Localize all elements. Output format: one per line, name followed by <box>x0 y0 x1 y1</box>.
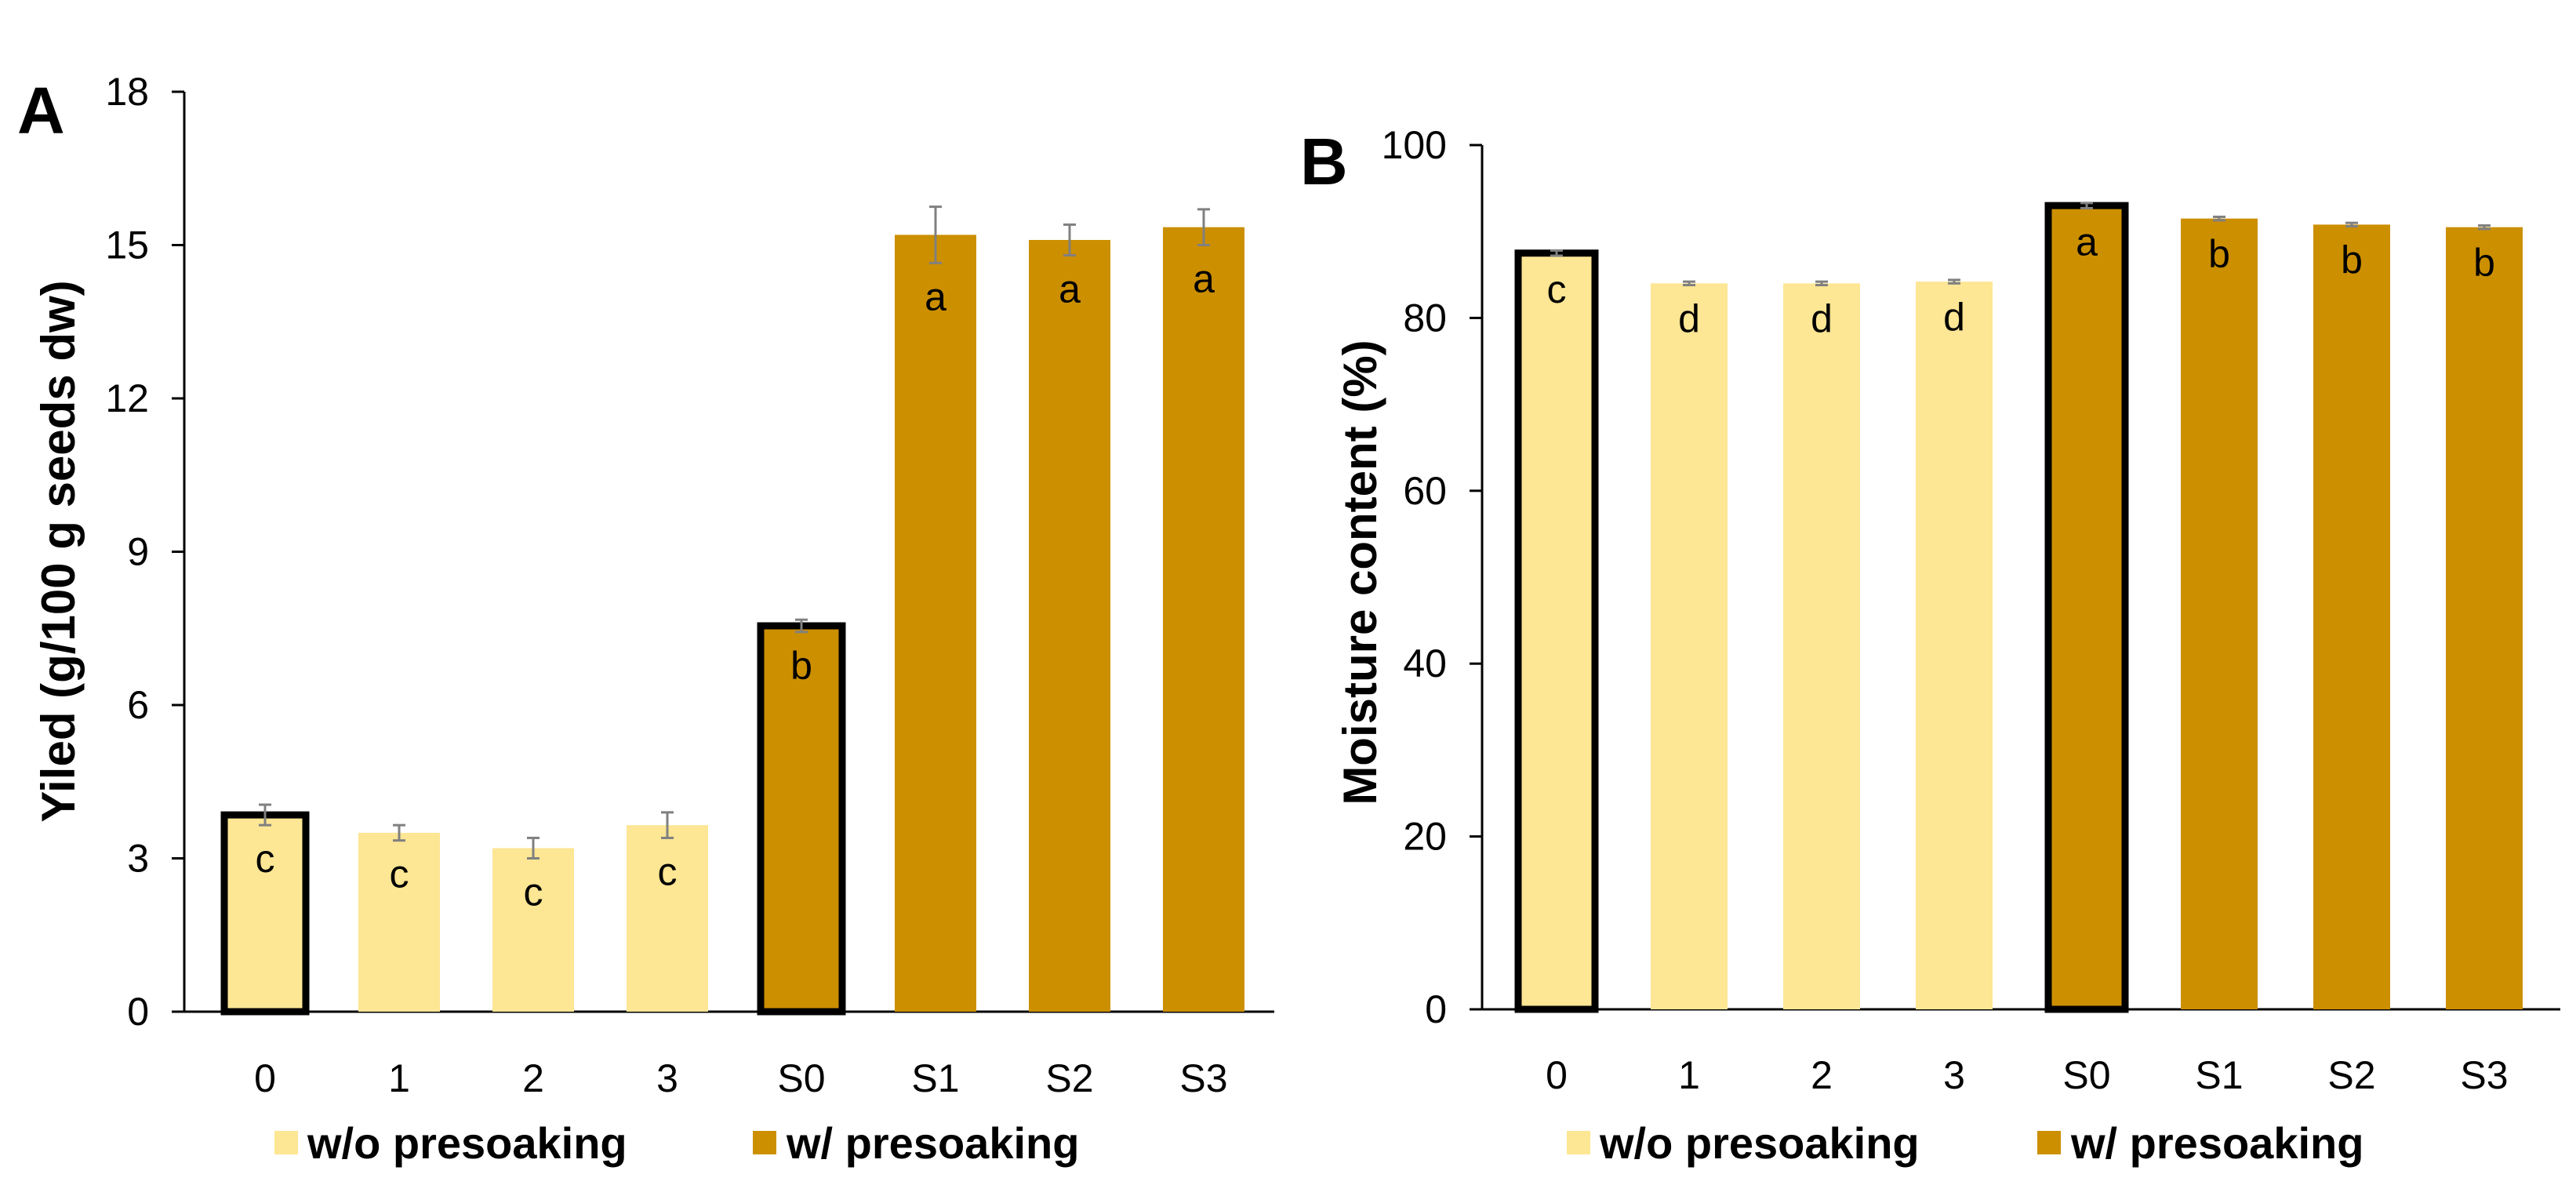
panel-b-chart: B 0 20 40 60 80 100 Moisture content (%) c 0 d 1 d 2 d… <box>1300 123 2560 1168</box>
panel-a-chart: A 0 3 6 9 12 15 18 Yiled (g/100 g seeds dw) c 0 c 1 c… <box>17 70 1274 1168</box>
x-tick-label: S3 <box>1179 1056 1227 1100</box>
bar <box>1916 282 1993 1010</box>
y-tick-label: 0 <box>127 990 149 1034</box>
significance-letter: d <box>1811 297 1833 341</box>
y-tick-label: 20 <box>1403 815 1447 859</box>
significance-letter: d <box>1678 297 1700 341</box>
x-tick-label: S0 <box>2062 1053 2110 1097</box>
bar <box>358 832 440 1012</box>
significance-letter: c <box>524 871 543 914</box>
x-tick-label: 1 <box>1678 1053 1700 1097</box>
significance-letter: b <box>2341 238 2363 282</box>
x-tick-label: S2 <box>1045 1056 1093 1100</box>
bar <box>1651 283 1728 1009</box>
panel-label: A <box>17 74 65 147</box>
legend-label: w/ presoaking <box>2070 1118 2363 1168</box>
bar <box>627 825 708 1012</box>
x-tick-label: 3 <box>1943 1053 1965 1097</box>
bar <box>2044 202 2129 1013</box>
bar <box>2313 224 2390 1009</box>
y-axis-title: Yiled (g/100 g seeds dw) <box>32 280 85 822</box>
bar <box>1163 227 1244 1012</box>
y-tick-label: 9 <box>127 530 149 574</box>
y-tick-label: 18 <box>105 70 149 114</box>
x-tick-label: S1 <box>2195 1053 2243 1097</box>
significance-letter: c <box>1547 267 1567 311</box>
significance-letter: a <box>1059 267 1081 311</box>
bar <box>757 622 846 1016</box>
x-tick-label: 2 <box>1811 1053 1833 1097</box>
significance-letter: a <box>1193 257 1215 301</box>
legend-label: w/ presoaking <box>786 1118 1079 1168</box>
significance-letter: b <box>2208 232 2230 276</box>
y-tick-label: 40 <box>1403 642 1447 685</box>
panel-label: B <box>1300 125 1348 198</box>
x-tick-label: 1 <box>388 1056 410 1100</box>
y-tick-label: 60 <box>1403 469 1447 513</box>
legend-swatch <box>274 1131 298 1154</box>
x-tick-label: S3 <box>2460 1053 2508 1097</box>
x-tick-label: 2 <box>522 1056 544 1100</box>
x-tick-label: S0 <box>777 1056 825 1100</box>
x-tick-label: 0 <box>254 1056 276 1100</box>
legend-swatch <box>2037 1131 2061 1154</box>
y-tick-label: 0 <box>1425 987 1447 1031</box>
legend-label: w/o presoaking <box>307 1118 627 1168</box>
x-tick-label: 0 <box>1546 1053 1568 1097</box>
y-tick-label: 12 <box>105 376 149 420</box>
legend-label: w/o presoaking <box>1599 1118 1920 1168</box>
bar <box>1514 249 1599 1013</box>
significance-letter: d <box>1943 295 1965 339</box>
y-tick-label: 100 <box>1382 123 1447 167</box>
bar <box>2446 227 2523 1009</box>
significance-letter: c <box>390 852 409 896</box>
bar <box>2181 218 2258 1009</box>
significance-letter: b <box>790 644 812 688</box>
significance-letter: a <box>2076 220 2098 264</box>
x-tick-label: 3 <box>656 1056 678 1100</box>
y-axis-title: Moisture content (%) <box>1334 340 1386 805</box>
y-tick-label: 3 <box>127 837 149 881</box>
bar <box>1029 239 1110 1012</box>
legend-swatch <box>753 1131 776 1154</box>
bar <box>895 234 976 1012</box>
bar <box>492 848 574 1012</box>
y-tick-label: 6 <box>127 683 149 727</box>
significance-letter: a <box>925 274 946 318</box>
bar <box>1783 283 1860 1009</box>
legend-swatch <box>1567 1131 1590 1154</box>
x-tick-label: S1 <box>911 1056 959 1100</box>
x-tick-label: S2 <box>2327 1053 2375 1097</box>
y-tick-label: 15 <box>105 224 149 267</box>
y-tick-label: 80 <box>1403 296 1447 340</box>
significance-letter: c <box>658 849 678 893</box>
significance-letter: b <box>2473 241 2495 285</box>
significance-letter: c <box>256 837 275 881</box>
